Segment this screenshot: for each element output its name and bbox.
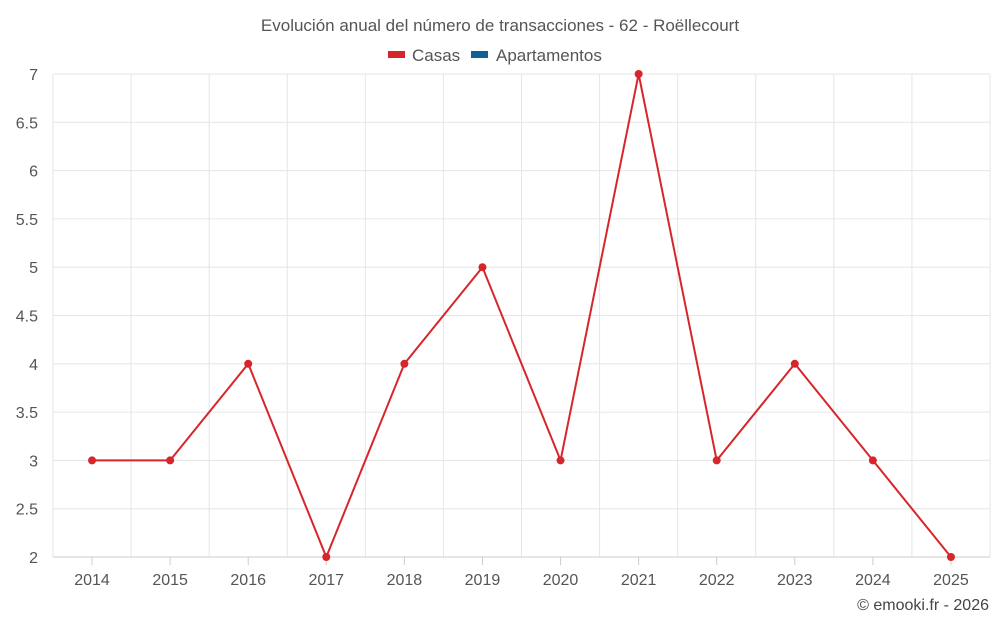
- credit-text: © emooki.fr - 2026: [857, 597, 989, 614]
- data-point[interactable]: [88, 456, 97, 465]
- legend-swatch-apartamentos: [471, 51, 488, 58]
- y-tick-label: 6.5: [16, 115, 38, 132]
- data-point[interactable]: [946, 553, 955, 561]
- data-point[interactable]: [322, 553, 331, 561]
- x-tick-label: 2015: [152, 572, 188, 589]
- data-point[interactable]: [478, 263, 487, 272]
- legend-label-apartamentos: Apartamentos: [496, 46, 602, 65]
- series-line: [92, 73, 952, 558]
- x-tick-label: 2018: [387, 572, 423, 589]
- y-tick-label: 7: [29, 67, 38, 84]
- y-tick-label: 3: [29, 453, 38, 470]
- x-tick-label: 2021: [621, 572, 657, 589]
- legend[interactable]: Casas Apartamentos: [388, 46, 602, 65]
- legend-swatch-casas: [388, 51, 405, 58]
- x-tick-label: 2023: [777, 572, 813, 589]
- data-point[interactable]: [790, 359, 799, 368]
- y-tick-label: 3.5: [16, 405, 38, 422]
- data-point[interactable]: [556, 456, 565, 465]
- y-tick-label: 6: [29, 164, 38, 181]
- chart-title: Evolución anual del número de transaccio…: [261, 16, 739, 35]
- series-casas: [88, 70, 955, 561]
- legend-item-apartamentos[interactable]: Apartamentos: [471, 46, 602, 65]
- x-tick-label: 2020: [543, 572, 579, 589]
- data-point[interactable]: [868, 456, 877, 465]
- y-tick-label: 4.5: [16, 309, 38, 326]
- x-tick-label: 2025: [933, 572, 969, 589]
- data-point[interactable]: [712, 456, 721, 465]
- data-point[interactable]: [244, 359, 253, 368]
- x-tick-label: 2016: [230, 572, 266, 589]
- data-point[interactable]: [400, 359, 409, 368]
- y-tick-label: 5: [29, 260, 38, 277]
- y-tick-label: 2: [29, 550, 38, 567]
- x-axis: 2014 2015 2016 2017 2018 2019 2020 2021 2022 2023…: [53, 556, 990, 589]
- x-tick-label: 2014: [74, 572, 110, 589]
- x-tick-label: 2019: [465, 572, 501, 589]
- x-tick-label: 2017: [308, 572, 344, 589]
- x-tick-label: 2024: [855, 572, 891, 589]
- y-tick-label: 5.5: [16, 212, 38, 229]
- grid: [52, 73, 991, 558]
- data-point[interactable]: [166, 456, 175, 465]
- legend-item-casas[interactable]: Casas: [388, 46, 460, 65]
- legend-label-casas: Casas: [412, 46, 460, 65]
- x-tick-label: 2022: [699, 572, 735, 589]
- data-point[interactable]: [634, 70, 643, 78]
- y-tick-label: 4: [29, 357, 38, 374]
- y-axis: 2 2.5 3 3.5 4 4.5 5 5.5 6 6.5 7: [16, 67, 38, 567]
- y-tick-label: 2.5: [16, 502, 38, 519]
